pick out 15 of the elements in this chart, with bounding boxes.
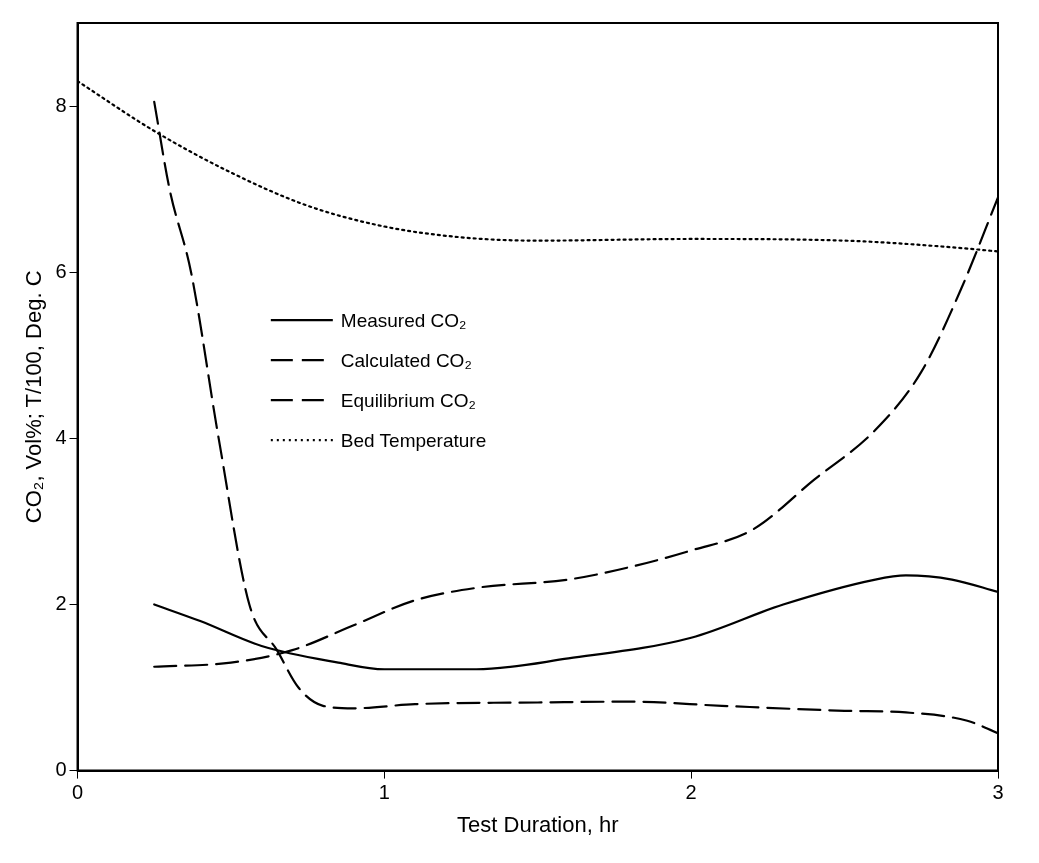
y-tick-label: 8	[55, 93, 67, 116]
legend-label: Calculated CO₂	[340, 350, 472, 372]
y-tick-label: 2	[55, 591, 67, 614]
legend-label: Equilibrium CO₂	[340, 390, 476, 412]
legend-label: Bed Temperature	[340, 430, 487, 452]
y-tick-label: 6	[55, 259, 67, 282]
legend-label: Measured CO₂	[340, 310, 467, 332]
y-axis-title: CO₂, Vol%; T/100, Deg. C	[21, 270, 47, 524]
x-tick-label: 0	[71, 781, 84, 804]
x-tick-label: 2	[685, 781, 697, 804]
y-tick-label: 4	[55, 425, 67, 448]
y-tick-label: 0	[55, 758, 67, 781]
x-tick-label: 1	[378, 781, 390, 804]
x-axis-title: Test Duration, hr	[457, 811, 619, 837]
x-tick-label: 3	[992, 781, 1004, 804]
